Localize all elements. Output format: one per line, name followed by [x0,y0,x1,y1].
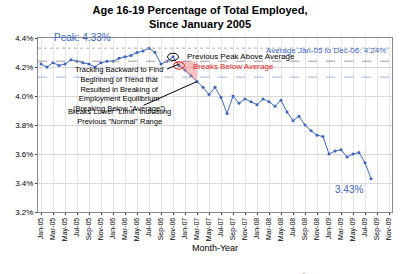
svg-text:Mar-06: Mar-06 [121,218,128,240]
svg-text:Tracking Backward to FindBegin: Tracking Backward to FindBeginning of Tr… [73,65,166,113]
svg-text:4.0%: 4.0% [15,92,33,101]
svg-text:May-08: May-08 [277,218,285,241]
svg-text:Jan-06: Jan-06 [109,218,116,240]
svg-text:Mar-07: Mar-07 [193,218,200,240]
svg-text:© Political Calculations 2009: © Political Calculations 2009 [301,273,390,274]
svg-text:3.4%: 3.4% [15,179,33,188]
svg-text:Nov-05: Nov-05 [97,218,104,241]
svg-text:May-05: May-05 [61,218,69,241]
svg-text:4.2%: 4.2% [15,63,33,72]
svg-text:Mar-05: Mar-05 [49,218,56,240]
svg-text:Jul-06: Jul-06 [145,218,152,237]
svg-text:Jan-05: Jan-05 [37,218,44,240]
svg-text:Average Jan-05 to Dec-06: 4.24: Average Jan-05 to Dec-06: 4.24% [266,46,386,55]
svg-text:Month-Year: Month-Year [192,243,238,253]
svg-text:3.8%: 3.8% [15,121,33,130]
svg-text:3.43%: 3.43% [335,184,363,195]
svg-text:Jan-07: Jan-07 [181,218,188,240]
svg-text:Jan-09: Jan-09 [325,218,332,240]
svg-text:Sep-07: Sep-07 [229,218,237,241]
svg-text:3.2%: 3.2% [15,208,33,217]
svg-text:Age 16-19 Percentage of Total: Age 16-19 Percentage of Total Employed,S… [93,4,308,30]
svg-text:Sep-05: Sep-05 [85,218,93,241]
svg-text:Breaks Lower "Limit" Indicatin: Breaks Lower "Limit" IndicatingPrevious … [68,107,171,126]
svg-text:Nov-09: Nov-09 [385,218,392,241]
svg-text:Peak: 4.33%: Peak: 4.33% [54,32,111,43]
svg-text:Nov-06: Nov-06 [169,218,176,241]
svg-text:Sep-08: Sep-08 [301,218,309,241]
svg-text:Jul-05: Jul-05 [73,218,80,237]
svg-text:May-09: May-09 [349,218,357,241]
svg-text:Mar-08: Mar-08 [265,218,272,240]
svg-text:May-07: May-07 [205,218,213,241]
svg-text:Jul-09: Jul-09 [361,218,368,237]
svg-text:Sep-06: Sep-06 [157,218,165,241]
svg-text:Mar-09: Mar-09 [337,218,344,240]
svg-text:May-06: May-06 [133,218,141,241]
svg-text:Jan-08: Jan-08 [253,218,260,240]
svg-text:Previous Peak Above Average: Previous Peak Above Average [187,52,295,61]
svg-text:Jul-07: Jul-07 [217,218,224,237]
svg-text:Sep-09: Sep-09 [373,218,381,241]
svg-text:4.4%: 4.4% [15,34,33,43]
svg-text:Nov-07: Nov-07 [241,218,248,241]
svg-text:Jul-08: Jul-08 [289,218,296,237]
svg-text:Breaks Below Average: Breaks Below Average [193,62,274,71]
svg-text:Nov-08: Nov-08 [313,218,320,241]
svg-text:3.6%: 3.6% [15,150,33,159]
